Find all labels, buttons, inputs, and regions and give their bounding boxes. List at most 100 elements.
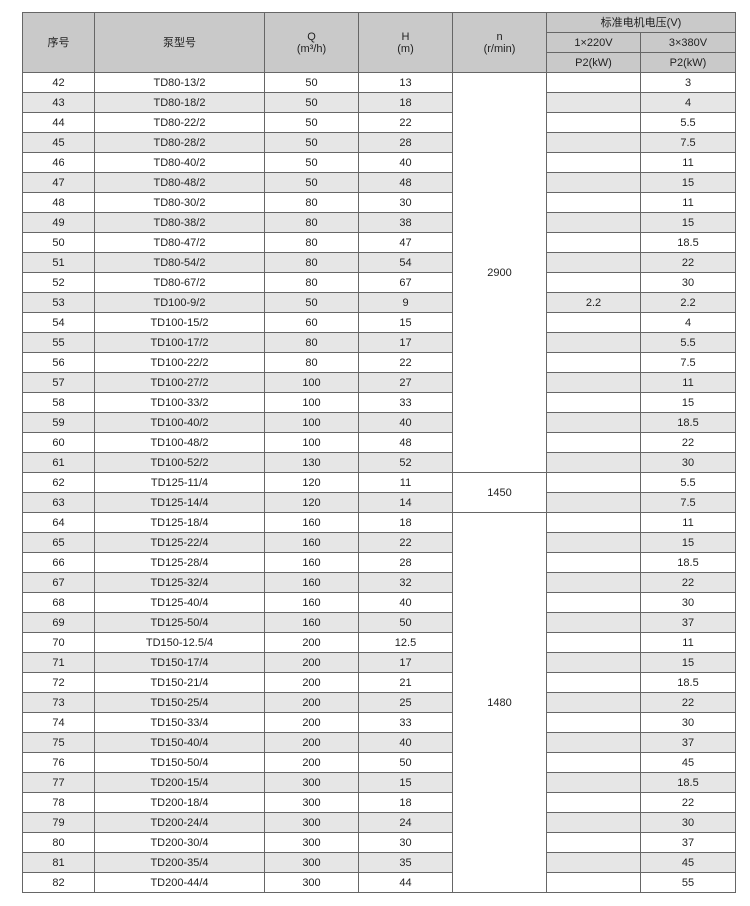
row-q: 50 — [264, 172, 359, 193]
row-no: 53 — [22, 292, 95, 313]
row-h: 40 — [358, 592, 453, 613]
row-p-three: 30 — [639, 272, 737, 293]
row-model: TD80-48/2 — [94, 172, 265, 193]
row-p-single — [546, 832, 641, 853]
table-row: 78 TD200-18/4 300 18 22 — [22, 792, 737, 813]
row-no: 42 — [22, 72, 95, 93]
row-no: 62 — [22, 472, 95, 493]
row-model: TD125-40/4 — [94, 592, 265, 613]
row-h: 17 — [358, 332, 453, 353]
table-row: 55 TD100-17/2 80 17 5.5 — [22, 332, 737, 353]
row-q: 160 — [264, 612, 359, 633]
row-p-three: 37 — [639, 732, 737, 753]
row-no: 79 — [22, 812, 95, 833]
row-p-three: 22 — [639, 252, 737, 273]
row-h: 32 — [358, 572, 453, 593]
row-model: TD125-18/4 — [94, 512, 265, 533]
header-h: H (m) — [358, 12, 453, 73]
row-q: 200 — [264, 652, 359, 673]
row-h: 47 — [358, 232, 453, 253]
table-row: 42 TD80-13/2 50 13 2900 3 — [22, 72, 737, 473]
row-p-three: 37 — [639, 612, 737, 633]
row-no: 76 — [22, 752, 95, 773]
row-p-three: 11 — [639, 152, 737, 173]
row-model: TD80-13/2 — [94, 72, 265, 93]
row-p-three: 30 — [639, 712, 737, 733]
row-p-three: 15 — [639, 532, 737, 553]
table-row: 68 TD125-40/4 160 40 30 — [22, 592, 737, 613]
row-p-three: 30 — [639, 592, 737, 613]
row-q: 200 — [264, 752, 359, 773]
table-row: 57 TD100-27/2 100 27 11 — [22, 372, 737, 393]
row-no: 65 — [22, 532, 95, 553]
row-h: 33 — [358, 392, 453, 413]
table-row: 48 TD80-30/2 80 30 11 — [22, 192, 737, 213]
row-p-single — [546, 332, 641, 353]
row-p-single — [546, 852, 641, 873]
row-p-single — [546, 272, 641, 293]
row-h: 50 — [358, 752, 453, 773]
row-q: 200 — [264, 672, 359, 693]
row-no: 64 — [22, 512, 95, 533]
row-h: 54 — [358, 252, 453, 273]
header-v1: 1×220V — [546, 32, 641, 53]
table-row: 60 TD100-48/2 100 48 22 — [22, 432, 737, 453]
row-no: 50 — [22, 232, 95, 253]
row-q: 50 — [264, 72, 359, 93]
table-row: 66 TD125-28/4 160 28 18.5 — [22, 552, 737, 573]
row-h: 28 — [358, 132, 453, 153]
row-p-single — [546, 492, 641, 513]
header-no: 序号 — [22, 12, 95, 73]
row-p-three: 11 — [639, 512, 737, 533]
row-model: TD100-15/2 — [94, 312, 265, 333]
row-no: 70 — [22, 632, 95, 653]
row-p-single: 2.2 — [546, 292, 641, 313]
header-v3: 3×380V — [639, 32, 737, 53]
row-p-single — [546, 92, 641, 113]
row-h: 67 — [358, 272, 453, 293]
row-model: TD125-28/4 — [94, 552, 265, 573]
row-no: 56 — [22, 352, 95, 373]
table-row: 72 TD150-21/4 200 21 18.5 — [22, 672, 737, 693]
row-p-single — [546, 812, 641, 833]
row-p-three: 2.2 — [639, 292, 737, 313]
header-p1: P2(kW) — [546, 52, 641, 73]
row-h: 21 — [358, 672, 453, 693]
row-p-single — [546, 532, 641, 553]
row-q: 100 — [264, 372, 359, 393]
row-h: 24 — [358, 812, 453, 833]
row-q: 120 — [264, 472, 359, 493]
row-h: 14 — [358, 492, 453, 513]
speed-cell: 2900 — [452, 72, 547, 473]
row-p-single — [546, 692, 641, 713]
row-h: 35 — [358, 852, 453, 873]
row-p-single — [546, 352, 641, 373]
speed-cell: 1450 — [452, 472, 547, 513]
row-p-three: 7.5 — [639, 492, 737, 513]
row-q: 160 — [264, 592, 359, 613]
row-p-single — [546, 632, 641, 653]
pump-spec-table: 序号 泵型号 Q (m³/h) H (m) n (r/min) 标准电机电压(V) 1… — [22, 12, 737, 893]
row-model: TD125-14/4 — [94, 492, 265, 513]
row-no: 44 — [22, 112, 95, 133]
header-q: Q (m³/h) — [264, 12, 359, 73]
row-p-single — [546, 552, 641, 573]
table-row: 53 TD100-9/2 50 9 2.2 2.2 — [22, 292, 737, 313]
row-q: 160 — [264, 532, 359, 553]
row-model: TD80-47/2 — [94, 232, 265, 253]
row-no: 58 — [22, 392, 95, 413]
row-q: 130 — [264, 452, 359, 473]
row-q: 200 — [264, 712, 359, 733]
row-q: 300 — [264, 852, 359, 873]
row-q: 60 — [264, 312, 359, 333]
row-p-single — [546, 592, 641, 613]
row-p-three: 15 — [639, 652, 737, 673]
table-row: 69 TD125-50/4 160 50 37 — [22, 612, 737, 633]
row-no: 47 — [22, 172, 95, 193]
row-h: 15 — [358, 772, 453, 793]
table-row: 61 TD100-52/2 130 52 30 — [22, 452, 737, 473]
row-h: 40 — [358, 412, 453, 433]
row-p-single — [546, 452, 641, 473]
row-p-three: 45 — [639, 752, 737, 773]
table-row: 65 TD125-22/4 160 22 15 — [22, 532, 737, 553]
